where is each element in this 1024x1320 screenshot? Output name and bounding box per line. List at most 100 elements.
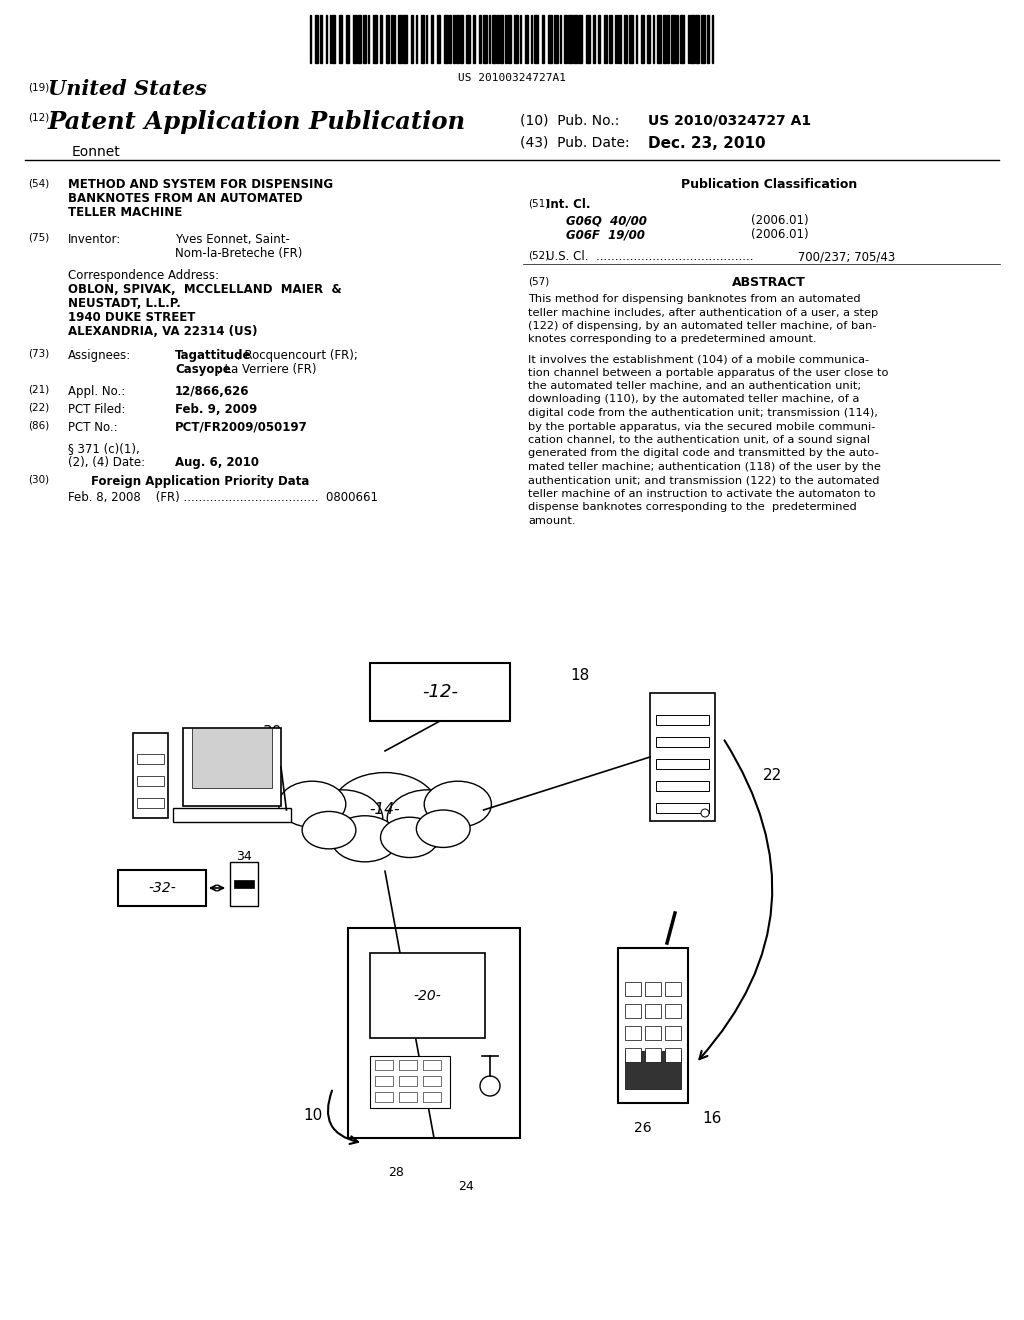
Text: It involves the establishment (104) of a mobile communica-: It involves the establishment (104) of a… xyxy=(528,354,869,364)
Text: US 2010/0324727 A1: US 2010/0324727 A1 xyxy=(648,114,811,127)
Bar xyxy=(437,15,440,63)
Bar xyxy=(500,15,503,63)
Bar xyxy=(564,15,567,63)
Bar xyxy=(421,15,424,63)
Bar xyxy=(449,15,451,63)
Bar xyxy=(183,729,281,807)
Text: US 20100324727A1: US 20100324727A1 xyxy=(458,73,566,83)
Text: TELLER MACHINE: TELLER MACHINE xyxy=(68,206,182,219)
Text: , Rocquencourt (FR);: , Rocquencourt (FR); xyxy=(237,348,357,362)
Text: Tagattitude: Tagattitude xyxy=(175,348,252,362)
Text: OBLON, SPIVAK,  MCCLELLAND  MAIER  &: OBLON, SPIVAK, MCCLELLAND MAIER & xyxy=(68,282,342,296)
Text: Correspondence Address:: Correspondence Address: xyxy=(68,269,219,282)
Bar xyxy=(695,15,699,63)
Text: This method for dispensing banknotes from an automated: This method for dispensing banknotes fro… xyxy=(528,294,860,304)
Bar xyxy=(118,870,206,906)
Bar xyxy=(137,776,164,785)
Text: (2006.01): (2006.01) xyxy=(751,228,809,242)
Text: (75): (75) xyxy=(28,234,49,243)
Bar xyxy=(656,759,709,770)
Text: PCT/FR2009/050197: PCT/FR2009/050197 xyxy=(175,421,308,434)
Bar xyxy=(665,1005,681,1018)
Bar xyxy=(534,15,538,63)
Bar xyxy=(598,15,600,63)
Bar xyxy=(554,15,558,63)
Text: by the portable apparatus, via the secured mobile communi-: by the portable apparatus, via the secur… xyxy=(528,421,876,432)
Bar xyxy=(460,15,463,63)
Text: (2006.01): (2006.01) xyxy=(751,214,809,227)
Text: (22): (22) xyxy=(28,403,49,413)
Bar xyxy=(466,15,470,63)
Bar xyxy=(137,799,164,808)
Text: 34: 34 xyxy=(237,850,252,863)
Text: generated from the digital code and transmitted by the auto-: generated from the digital code and tran… xyxy=(528,449,879,458)
Bar xyxy=(641,15,644,63)
Ellipse shape xyxy=(381,817,438,858)
Text: , La Verriere (FR): , La Verriere (FR) xyxy=(217,363,316,376)
Circle shape xyxy=(701,809,709,817)
FancyArrowPatch shape xyxy=(328,1090,358,1144)
Bar xyxy=(483,15,487,63)
Text: digital code from the authentication unit; transmission (114),: digital code from the authentication uni… xyxy=(528,408,878,418)
Bar xyxy=(656,803,709,813)
Bar xyxy=(665,1026,681,1040)
Bar xyxy=(353,15,356,63)
Bar xyxy=(671,15,675,63)
Text: Assignees:: Assignees: xyxy=(68,348,131,362)
Text: 16: 16 xyxy=(702,1111,721,1126)
Bar xyxy=(578,15,582,63)
Bar xyxy=(492,15,496,63)
Bar xyxy=(701,15,705,63)
Bar xyxy=(444,15,449,63)
Text: -20-: -20- xyxy=(414,989,441,1002)
Bar xyxy=(295,785,474,821)
Text: 30: 30 xyxy=(263,725,283,741)
Text: (43)  Pub. Date:: (43) Pub. Date: xyxy=(520,136,630,150)
Bar xyxy=(423,1092,441,1102)
Bar xyxy=(645,982,662,997)
Text: 22: 22 xyxy=(763,768,782,783)
Text: amount.: amount. xyxy=(528,516,575,525)
Text: G06F  19/00: G06F 19/00 xyxy=(566,228,645,242)
Bar xyxy=(373,15,377,63)
Text: G06Q  40/00: G06Q 40/00 xyxy=(566,214,647,227)
Text: Casyope: Casyope xyxy=(175,363,230,376)
Bar xyxy=(399,1092,417,1102)
Text: (2), (4) Date:: (2), (4) Date: xyxy=(68,455,145,469)
Text: cation channel, to the authentication unit, of a sound signal: cation channel, to the authentication un… xyxy=(528,436,870,445)
Bar xyxy=(375,1060,393,1071)
Bar xyxy=(593,15,595,63)
Text: United States: United States xyxy=(48,79,207,99)
Bar xyxy=(645,1048,662,1063)
Text: Patent Application Publication: Patent Application Publication xyxy=(48,110,466,135)
Bar xyxy=(645,1026,662,1040)
Circle shape xyxy=(480,1076,500,1096)
Text: 700/237; 705/43: 700/237; 705/43 xyxy=(794,249,895,263)
Bar xyxy=(625,1005,641,1018)
Bar xyxy=(618,15,621,63)
Text: (30): (30) xyxy=(28,475,49,484)
Text: U.S. Cl.  ..........................................: U.S. Cl. ...............................… xyxy=(546,249,754,263)
Text: (73): (73) xyxy=(28,348,49,359)
Bar xyxy=(508,15,511,63)
Bar xyxy=(230,862,258,906)
Text: 1940 DUKE STREET: 1940 DUKE STREET xyxy=(68,312,196,323)
Text: (21): (21) xyxy=(28,385,49,395)
Text: 18: 18 xyxy=(570,668,589,682)
Text: (57): (57) xyxy=(528,276,549,286)
Text: Feb. 9, 2009: Feb. 9, 2009 xyxy=(175,403,257,416)
Bar xyxy=(375,1092,393,1102)
Text: ABSTRACT: ABSTRACT xyxy=(732,276,806,289)
Text: the automated teller machine, and an authentication unit;: the automated teller machine, and an aut… xyxy=(528,381,861,391)
Bar xyxy=(505,15,507,63)
Text: downloading (110), by the automated teller machine, of a: downloading (110), by the automated tell… xyxy=(528,395,859,404)
Bar xyxy=(690,15,694,63)
Text: (54): (54) xyxy=(28,178,49,187)
Ellipse shape xyxy=(302,812,356,849)
Text: METHOD AND SYSTEM FOR DISPENSING: METHOD AND SYSTEM FOR DISPENSING xyxy=(68,178,333,191)
Bar xyxy=(676,15,678,63)
Bar xyxy=(618,948,688,1104)
Text: Aug. 6, 2010: Aug. 6, 2010 xyxy=(175,455,259,469)
Bar xyxy=(398,15,402,63)
Bar xyxy=(542,15,544,63)
